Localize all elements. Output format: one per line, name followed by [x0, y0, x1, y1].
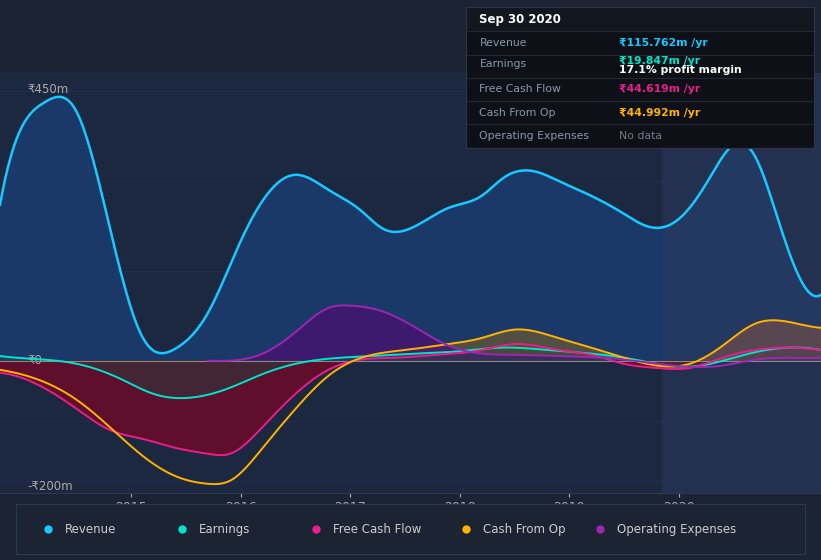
Text: ₹44.619m /yr: ₹44.619m /yr [619, 85, 700, 95]
Text: Earnings: Earnings [479, 59, 526, 69]
Text: ₹19.847m /yr: ₹19.847m /yr [619, 55, 700, 66]
Text: Revenue: Revenue [66, 522, 117, 536]
Text: Revenue: Revenue [479, 38, 527, 48]
Text: -₹200m: -₹200m [27, 480, 73, 493]
Text: Free Cash Flow: Free Cash Flow [479, 85, 562, 95]
Text: ₹0: ₹0 [27, 354, 42, 367]
Text: ₹44.992m /yr: ₹44.992m /yr [619, 108, 700, 118]
Text: Cash From Op: Cash From Op [479, 108, 556, 118]
Text: 17.1% profit margin: 17.1% profit margin [619, 65, 742, 75]
Text: Free Cash Flow: Free Cash Flow [333, 522, 422, 536]
Text: Cash From Op: Cash From Op [483, 522, 566, 536]
Text: Earnings: Earnings [200, 522, 250, 536]
Text: No data: No data [619, 132, 662, 142]
Text: ₹115.762m /yr: ₹115.762m /yr [619, 38, 708, 48]
Text: Sep 30 2020: Sep 30 2020 [479, 13, 562, 26]
Text: Operating Expenses: Operating Expenses [479, 132, 589, 142]
Bar [663, 73, 821, 493]
Text: Operating Expenses: Operating Expenses [617, 522, 736, 536]
Text: ₹450m: ₹450m [27, 83, 69, 96]
